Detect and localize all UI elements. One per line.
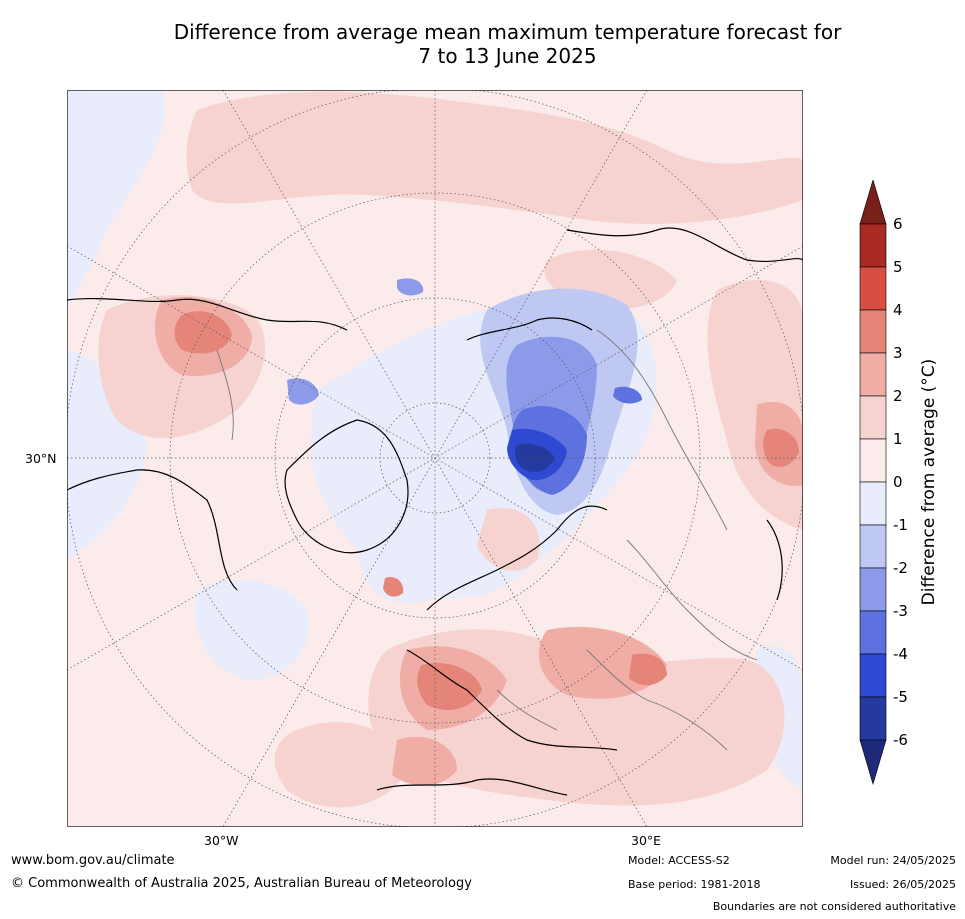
footer-website: www.bom.gov.au/climate [11, 853, 175, 868]
strong-warm-regions [174, 311, 799, 710]
colorbar-tick-label: -5 [893, 688, 908, 706]
colorbar-extend-low [859, 739, 887, 785]
colorbar-segment [859, 696, 887, 741]
colorbar-extend-high [859, 180, 887, 225]
colorbar-segment [859, 266, 887, 311]
colorbar-tick-label: 1 [893, 430, 903, 448]
colorbar-label: Difference from average (°C) [919, 358, 939, 606]
graticule [67, 90, 803, 827]
colorbar-segment [859, 223, 887, 268]
colorbar-segment [859, 395, 887, 440]
colorbar [859, 180, 887, 785]
footer-base-period: Base period: 1981-2018 [628, 878, 761, 891]
country-borders [216, 329, 758, 751]
colorbar-segment [859, 653, 887, 698]
footer-issued: Issued: 26/05/2025 [849, 878, 956, 891]
coastlines [67, 227, 803, 796]
colorbar-segment [859, 567, 887, 612]
colorbar-tick-label: -1 [893, 516, 908, 534]
strong-cool-regions [287, 278, 642, 515]
colorbar-tick-label: -4 [893, 645, 908, 663]
longitude-label-30w: 30°W [204, 833, 239, 848]
colorbar-segment [859, 438, 887, 483]
colorbar-tick-label: 4 [893, 301, 903, 319]
colorbar-tick-label: 2 [893, 387, 903, 405]
colorbar-segment [859, 309, 887, 354]
colorbar-segment [859, 524, 887, 569]
colorbar-segment [859, 481, 887, 526]
colorbar-tick-label: -6 [893, 731, 908, 749]
colorbar-segment [859, 610, 887, 655]
colorbar-tick-label: 5 [893, 258, 903, 276]
colorbar-tick-label: -3 [893, 602, 908, 620]
colorbar-tick-label: 3 [893, 344, 903, 362]
colorbar-tick-label: 0 [893, 473, 903, 491]
colorbar-tick-label: 6 [893, 215, 903, 233]
chart-title: Difference from average mean maximum tem… [60, 20, 955, 68]
footer-model-run: Model run: 24/05/2025 [830, 854, 956, 867]
footer-model: Model: ACCESS-S2 [628, 854, 730, 867]
map-frame [67, 90, 803, 827]
title-line-2: 7 to 13 June 2025 [418, 44, 597, 68]
title-line-1: Difference from average mean maximum tem… [173, 20, 842, 44]
footer-disclaimer: Boundaries are not considered authoritat… [712, 900, 956, 913]
longitude-label-30e: 30°E [631, 833, 662, 848]
colorbar-segment [859, 352, 887, 397]
footer-copyright: © Commonwealth of Australia 2025, Austra… [11, 876, 472, 891]
latitude-label-30n: 30°N [25, 451, 57, 466]
colorbar-tick-label: -2 [893, 559, 908, 577]
temperature-anomaly-map [67, 90, 803, 827]
colorbar-segments [859, 180, 887, 785]
